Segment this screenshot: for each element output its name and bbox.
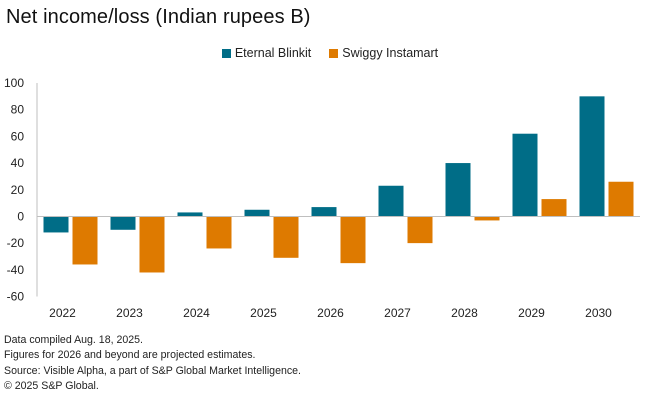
bar-swiggy-instamart-2027 <box>407 216 433 244</box>
bar-swiggy-instamart-2028 <box>474 216 500 221</box>
legend-item-swiggy-instamart: Swiggy Instamart <box>329 46 438 60</box>
bars <box>43 96 634 273</box>
chart-title: Net income/loss (Indian rupees B) <box>6 6 311 28</box>
legend-swatch-swiggy-instamart <box>329 48 339 58</box>
y-tick-label: 20 <box>11 183 25 197</box>
legend-label-eternal-blinkit: Eternal Blinkit <box>234 46 312 60</box>
bar-eternal-blinkit-2024 <box>177 212 203 217</box>
bar-eternal-blinkit-2025 <box>244 209 270 217</box>
bar-swiggy-instamart-2024 <box>206 216 232 249</box>
y-axis-ticks: 100 80 60 40 20 0 -20 -40 -60 <box>4 76 24 304</box>
x-tick-label: 2027 <box>384 306 411 320</box>
y-tick-label: -40 <box>7 263 25 277</box>
bar-eternal-blinkit-2030 <box>579 96 605 217</box>
legend-swatch-eternal-blinkit <box>221 48 231 58</box>
legend: Eternal Blinkit Swiggy Instamart <box>0 46 660 60</box>
y-tick-label: 100 <box>4 76 24 90</box>
bar-eternal-blinkit-2029 <box>512 133 538 217</box>
x-tick-label: 2030 <box>585 306 612 320</box>
y-tick-label: -20 <box>7 236 25 250</box>
bar-swiggy-instamart-2022 <box>72 216 98 265</box>
note-source: Source: Visible Alpha, a part of S&P Glo… <box>4 364 301 377</box>
x-tick-label: 2023 <box>116 306 143 320</box>
note-projections: Figures for 2026 and beyond are projecte… <box>4 349 256 362</box>
x-tick-label: 2026 <box>317 306 344 320</box>
footnotes: Data compiled Aug. 18, 2025. Figures for… <box>4 333 301 394</box>
x-axis-ticks: 2022 2023 2024 2025 2026 2027 2028 2029 2030 <box>49 306 612 320</box>
bar-swiggy-instamart-2025 <box>273 216 299 258</box>
bar-eternal-blinkit-2023 <box>110 216 136 230</box>
y-tick-label: -60 <box>7 290 25 304</box>
x-tick-label: 2028 <box>451 306 478 320</box>
legend-item-eternal-blinkit: Eternal Blinkit <box>221 46 312 60</box>
note-copyright: © 2025 S&P Global. <box>4 379 99 392</box>
y-tick-label: 80 <box>11 103 25 117</box>
x-tick-label: 2025 <box>250 306 277 320</box>
x-tick-label: 2022 <box>49 306 76 320</box>
bar-swiggy-instamart-2026 <box>340 216 366 264</box>
bar-eternal-blinkit-2028 <box>445 163 471 217</box>
legend-label-swiggy-instamart: Swiggy Instamart <box>342 46 439 60</box>
x-tick-label: 2029 <box>518 306 545 320</box>
y-tick-label: 0 <box>17 209 24 223</box>
bar-eternal-blinkit-2026 <box>311 207 337 217</box>
bar-eternal-blinkit-2027 <box>378 185 404 217</box>
y-tick-label: 40 <box>11 156 25 170</box>
bar-swiggy-instamart-2029 <box>541 199 567 217</box>
y-tick-label: 60 <box>11 129 25 143</box>
bar-swiggy-instamart-2030 <box>608 181 634 217</box>
bar-swiggy-instamart-2023 <box>139 216 165 273</box>
note-data-compiled: Data compiled Aug. 18, 2025. <box>4 334 143 346</box>
x-tick-label: 2024 <box>183 306 210 320</box>
bar-eternal-blinkit-2022 <box>43 216 69 233</box>
